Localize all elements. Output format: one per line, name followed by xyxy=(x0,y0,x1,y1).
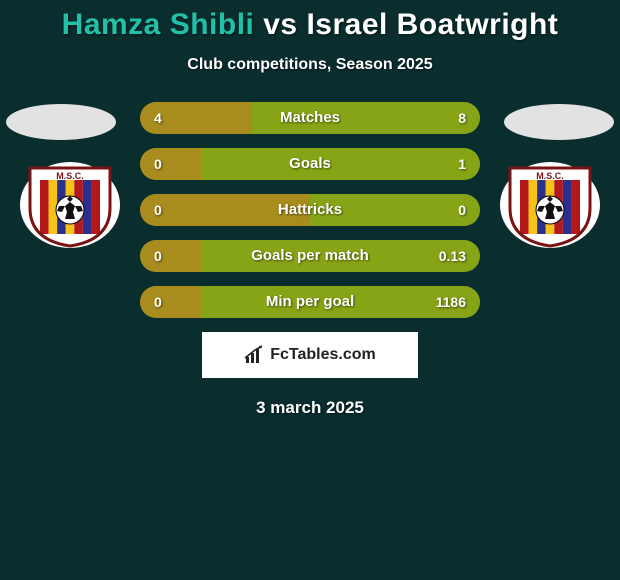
stat-value-left: 0 xyxy=(154,286,162,318)
stat-bars: Matches48Goals01Hattricks00Goals per mat… xyxy=(140,102,480,318)
stat-value-left: 0 xyxy=(154,148,162,180)
stat-row-goals-per-match: Goals per match0 0.13 xyxy=(140,240,480,272)
player-right-name: Israel Boatwright xyxy=(306,8,558,41)
stat-row-min-per-goal: Min per goal0 1186 xyxy=(140,286,480,318)
stat-label: Min per goal xyxy=(140,286,480,318)
stat-row-matches: Matches4 8 xyxy=(140,102,480,134)
subtitle: Club competitions, Season 2025 xyxy=(0,56,620,74)
arena: M.S.C. M.S.C. Matches48Goals01Hattricks0… xyxy=(0,102,620,318)
stat-label: Hattricks xyxy=(140,194,480,226)
stat-label: Goals per match xyxy=(140,240,480,272)
player-left-silhouette xyxy=(6,104,116,140)
brand-text: FcTables.com xyxy=(270,346,376,364)
stat-row-hattricks: Hattricks0 0 xyxy=(140,194,480,226)
player-right-silhouette xyxy=(504,104,614,140)
svg-text:M.S.C.: M.S.C. xyxy=(56,171,84,181)
stat-value-left: 4 xyxy=(154,102,162,134)
stat-label: Goals xyxy=(140,148,480,180)
brand-box: FcTables.com xyxy=(202,332,418,378)
club-badge-right: M.S.C. xyxy=(500,162,600,248)
stat-value-right: 0 xyxy=(458,194,466,226)
player-left-name: Hamza Shibli xyxy=(62,8,255,41)
stat-row-goals: Goals0 1 xyxy=(140,148,480,180)
stat-value-left: 0 xyxy=(154,240,162,272)
stat-label: Matches xyxy=(140,102,480,134)
stat-value-left: 0 xyxy=(154,194,162,226)
date-text: 3 march 2025 xyxy=(0,398,620,418)
stat-value-right: 1 xyxy=(458,148,466,180)
comparison-card: Hamza Shibli vs Israel Boatwright Club c… xyxy=(0,0,620,580)
stat-value-right: 0.13 xyxy=(439,240,466,272)
svg-text:M.S.C.: M.S.C. xyxy=(536,171,564,181)
page-title: Hamza Shibli vs Israel Boatwright xyxy=(0,0,620,42)
stat-value-right: 1186 xyxy=(436,286,466,318)
club-badge-left: M.S.C. xyxy=(20,162,120,248)
stat-value-right: 8 xyxy=(458,102,466,134)
title-separator: vs xyxy=(263,8,306,41)
brand-chart-icon xyxy=(244,345,266,365)
